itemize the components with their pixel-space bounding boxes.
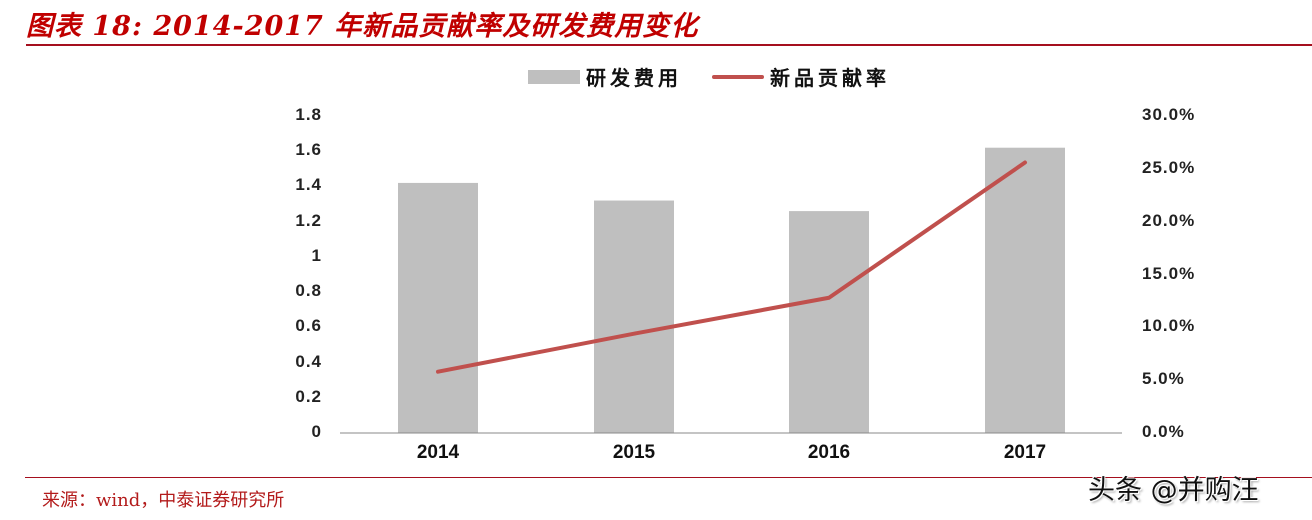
left-axis-tick: 0.6	[295, 316, 322, 336]
right-axis-tick: 25.0%	[1142, 157, 1196, 177]
bar	[398, 182, 478, 433]
legend-item-rd-expense: 研发费用	[528, 62, 682, 91]
source-divider	[25, 477, 1312, 478]
x-axis-tick: 2014	[416, 442, 460, 463]
legend-label: 研发费用	[586, 66, 682, 90]
right-axis-tick: 30.0%	[1142, 105, 1196, 124]
legend: 研发费用 新品贡献率	[528, 62, 920, 91]
left-axis-tick: 0.2	[295, 386, 322, 406]
line-swatch-icon	[712, 74, 764, 79]
x-axis-tick: 2016	[807, 442, 851, 463]
title-divider	[26, 44, 1312, 46]
right-axis-tick: 10.0%	[1142, 316, 1196, 336]
left-axis-tick: 0.8	[295, 281, 322, 301]
bar-swatch-icon	[528, 69, 580, 84]
bar	[594, 200, 674, 433]
right-axis-tick: 5.0%	[1142, 369, 1185, 389]
left-axis-tick: 1	[311, 245, 322, 265]
line-series	[436, 160, 1027, 374]
bar	[985, 147, 1065, 433]
legend-label: 新品贡献率	[770, 66, 890, 90]
left-axis-tick: 1.6	[295, 140, 322, 160]
left-axis-tick: 1.8	[295, 105, 322, 124]
x-axis-tick: 2017	[1003, 442, 1047, 463]
left-axis-tick: 1.2	[295, 210, 322, 230]
left-axis-tick: 0.4	[295, 351, 322, 371]
left-axis-tick: 0	[311, 422, 322, 441]
x-axis-tick: 2015	[612, 442, 656, 463]
watermark: 头条 @并购汪	[1088, 475, 1259, 506]
legend-item-new-product-rate: 新品贡献率	[712, 62, 890, 91]
source-note: 来源：wind，中泰证券研究所	[42, 490, 285, 511]
left-axis-tick: 1.4	[295, 175, 322, 195]
right-axis-tick: 0.0%	[1142, 422, 1185, 441]
right-axis-tick: 15.0%	[1142, 263, 1196, 283]
bar-series	[398, 147, 1065, 433]
bar	[789, 211, 869, 433]
chart-title: 图表 18: 2014-2017 年新品贡献率及研发费用变化	[26, 11, 699, 42]
right-axis-tick: 20.0%	[1142, 210, 1196, 230]
